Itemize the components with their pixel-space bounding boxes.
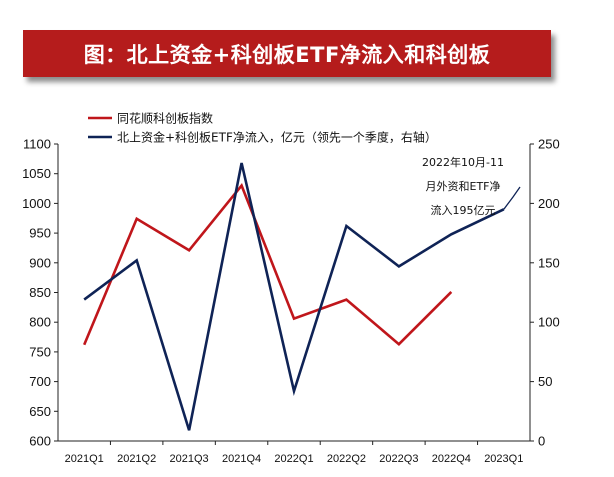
right-tick-label: 50	[538, 374, 552, 389]
x-tick-label: 2022Q2	[327, 453, 366, 465]
annotation-line-2: 月外资和ETF净	[426, 179, 501, 193]
annotation-leader-line	[503, 186, 521, 210]
left-tick-label: 700	[29, 374, 51, 389]
left-tick-label: 800	[29, 315, 51, 330]
x-tick-label: 2022Q3	[379, 453, 418, 465]
left-tick-label: 900	[29, 255, 51, 270]
left-tick-label: 950	[29, 226, 51, 241]
left-tick-label: 850	[29, 285, 51, 300]
legend-label-1: 同花顺科创板指数	[117, 111, 213, 126]
left-tick-label: 650	[29, 404, 51, 419]
x-tick-label: 2021Q3	[170, 453, 209, 465]
x-tick-label: 2021Q4	[222, 453, 261, 465]
title-banner: 图：北上资金+科创板ETF净流入和科创板	[23, 30, 551, 77]
right-tick-label: 200	[538, 196, 560, 211]
right-tick-label: 100	[538, 315, 560, 330]
left-tick-label: 750	[29, 344, 51, 359]
x-tick-label: 2023Q1	[484, 453, 523, 465]
x-tick-label: 2021Q2	[117, 453, 156, 465]
legend-label-2: 北上资金+科创板ETF净流入，亿元（领先一个季度，右轴）	[117, 130, 437, 145]
series-lines	[82, 162, 505, 431]
annotation-line-3: 流入195亿元	[431, 203, 496, 217]
annotation-line-1: 2022年10月-11	[422, 155, 504, 169]
axes: 600 650 700 750 800 850 900 950 1000 1050 1100 0 50 1…	[22, 137, 560, 466]
left-tick-label: 600	[29, 434, 51, 449]
left-tick-label: 1000	[22, 196, 51, 211]
x-tick-label: 2022Q4	[432, 453, 471, 465]
left-tick-label: 1050	[22, 166, 51, 181]
series-line-1	[82, 183, 453, 346]
x-tick-label: 2021Q1	[65, 453, 104, 465]
chart-title: 图：北上资金+科创板ETF净流入和科创板	[83, 42, 491, 67]
right-tick-label: 150	[538, 255, 560, 270]
left-tick-label: 1100	[23, 137, 51, 152]
right-tick-label: 0	[538, 434, 545, 449]
x-tick-label: 2022Q1	[274, 453, 313, 465]
right-tick-label: 250	[538, 137, 560, 152]
